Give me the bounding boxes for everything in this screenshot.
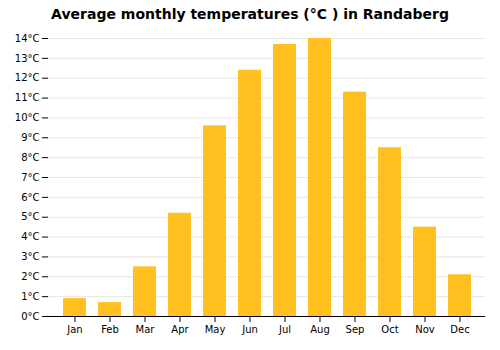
svg-text:4°C: 4°C bbox=[21, 231, 39, 242]
svg-text:10°C: 10°C bbox=[15, 112, 40, 123]
svg-text:6°C: 6°C bbox=[21, 192, 39, 203]
svg-text:Feb: Feb bbox=[101, 324, 119, 335]
svg-text:12°C: 12°C bbox=[15, 72, 40, 83]
svg-text:Jul: Jul bbox=[278, 324, 291, 335]
svg-text:11°C: 11°C bbox=[15, 92, 40, 103]
svg-text:Nov: Nov bbox=[415, 324, 435, 335]
svg-text:Sep: Sep bbox=[346, 324, 365, 335]
svg-text:5°C: 5°C bbox=[21, 211, 39, 222]
svg-text:0°C: 0°C bbox=[21, 311, 39, 322]
svg-text:Dec: Dec bbox=[450, 324, 469, 335]
svg-text:Apr: Apr bbox=[171, 324, 189, 335]
svg-text:9°C: 9°C bbox=[21, 132, 39, 143]
svg-text:Jan: Jan bbox=[66, 324, 82, 335]
svg-text:7°C: 7°C bbox=[21, 172, 39, 183]
svg-text:2°C: 2°C bbox=[21, 271, 39, 282]
svg-text:Mar: Mar bbox=[136, 324, 156, 335]
svg-text:Aug: Aug bbox=[310, 324, 330, 335]
svg-text:May: May bbox=[205, 324, 226, 335]
svg-text:3°C: 3°C bbox=[21, 251, 39, 262]
svg-text:14°C: 14°C bbox=[15, 33, 40, 44]
svg-text:13°C: 13°C bbox=[15, 53, 40, 64]
svg-text:1°C: 1°C bbox=[21, 291, 39, 302]
svg-text:8°C: 8°C bbox=[21, 152, 39, 163]
html-text:Average monthly temperatures (: Average monthly temperatures (°C ) in Ra… bbox=[51, 6, 449, 22]
svg-text:Oct: Oct bbox=[381, 324, 398, 335]
svg-text:Jun: Jun bbox=[241, 324, 258, 335]
